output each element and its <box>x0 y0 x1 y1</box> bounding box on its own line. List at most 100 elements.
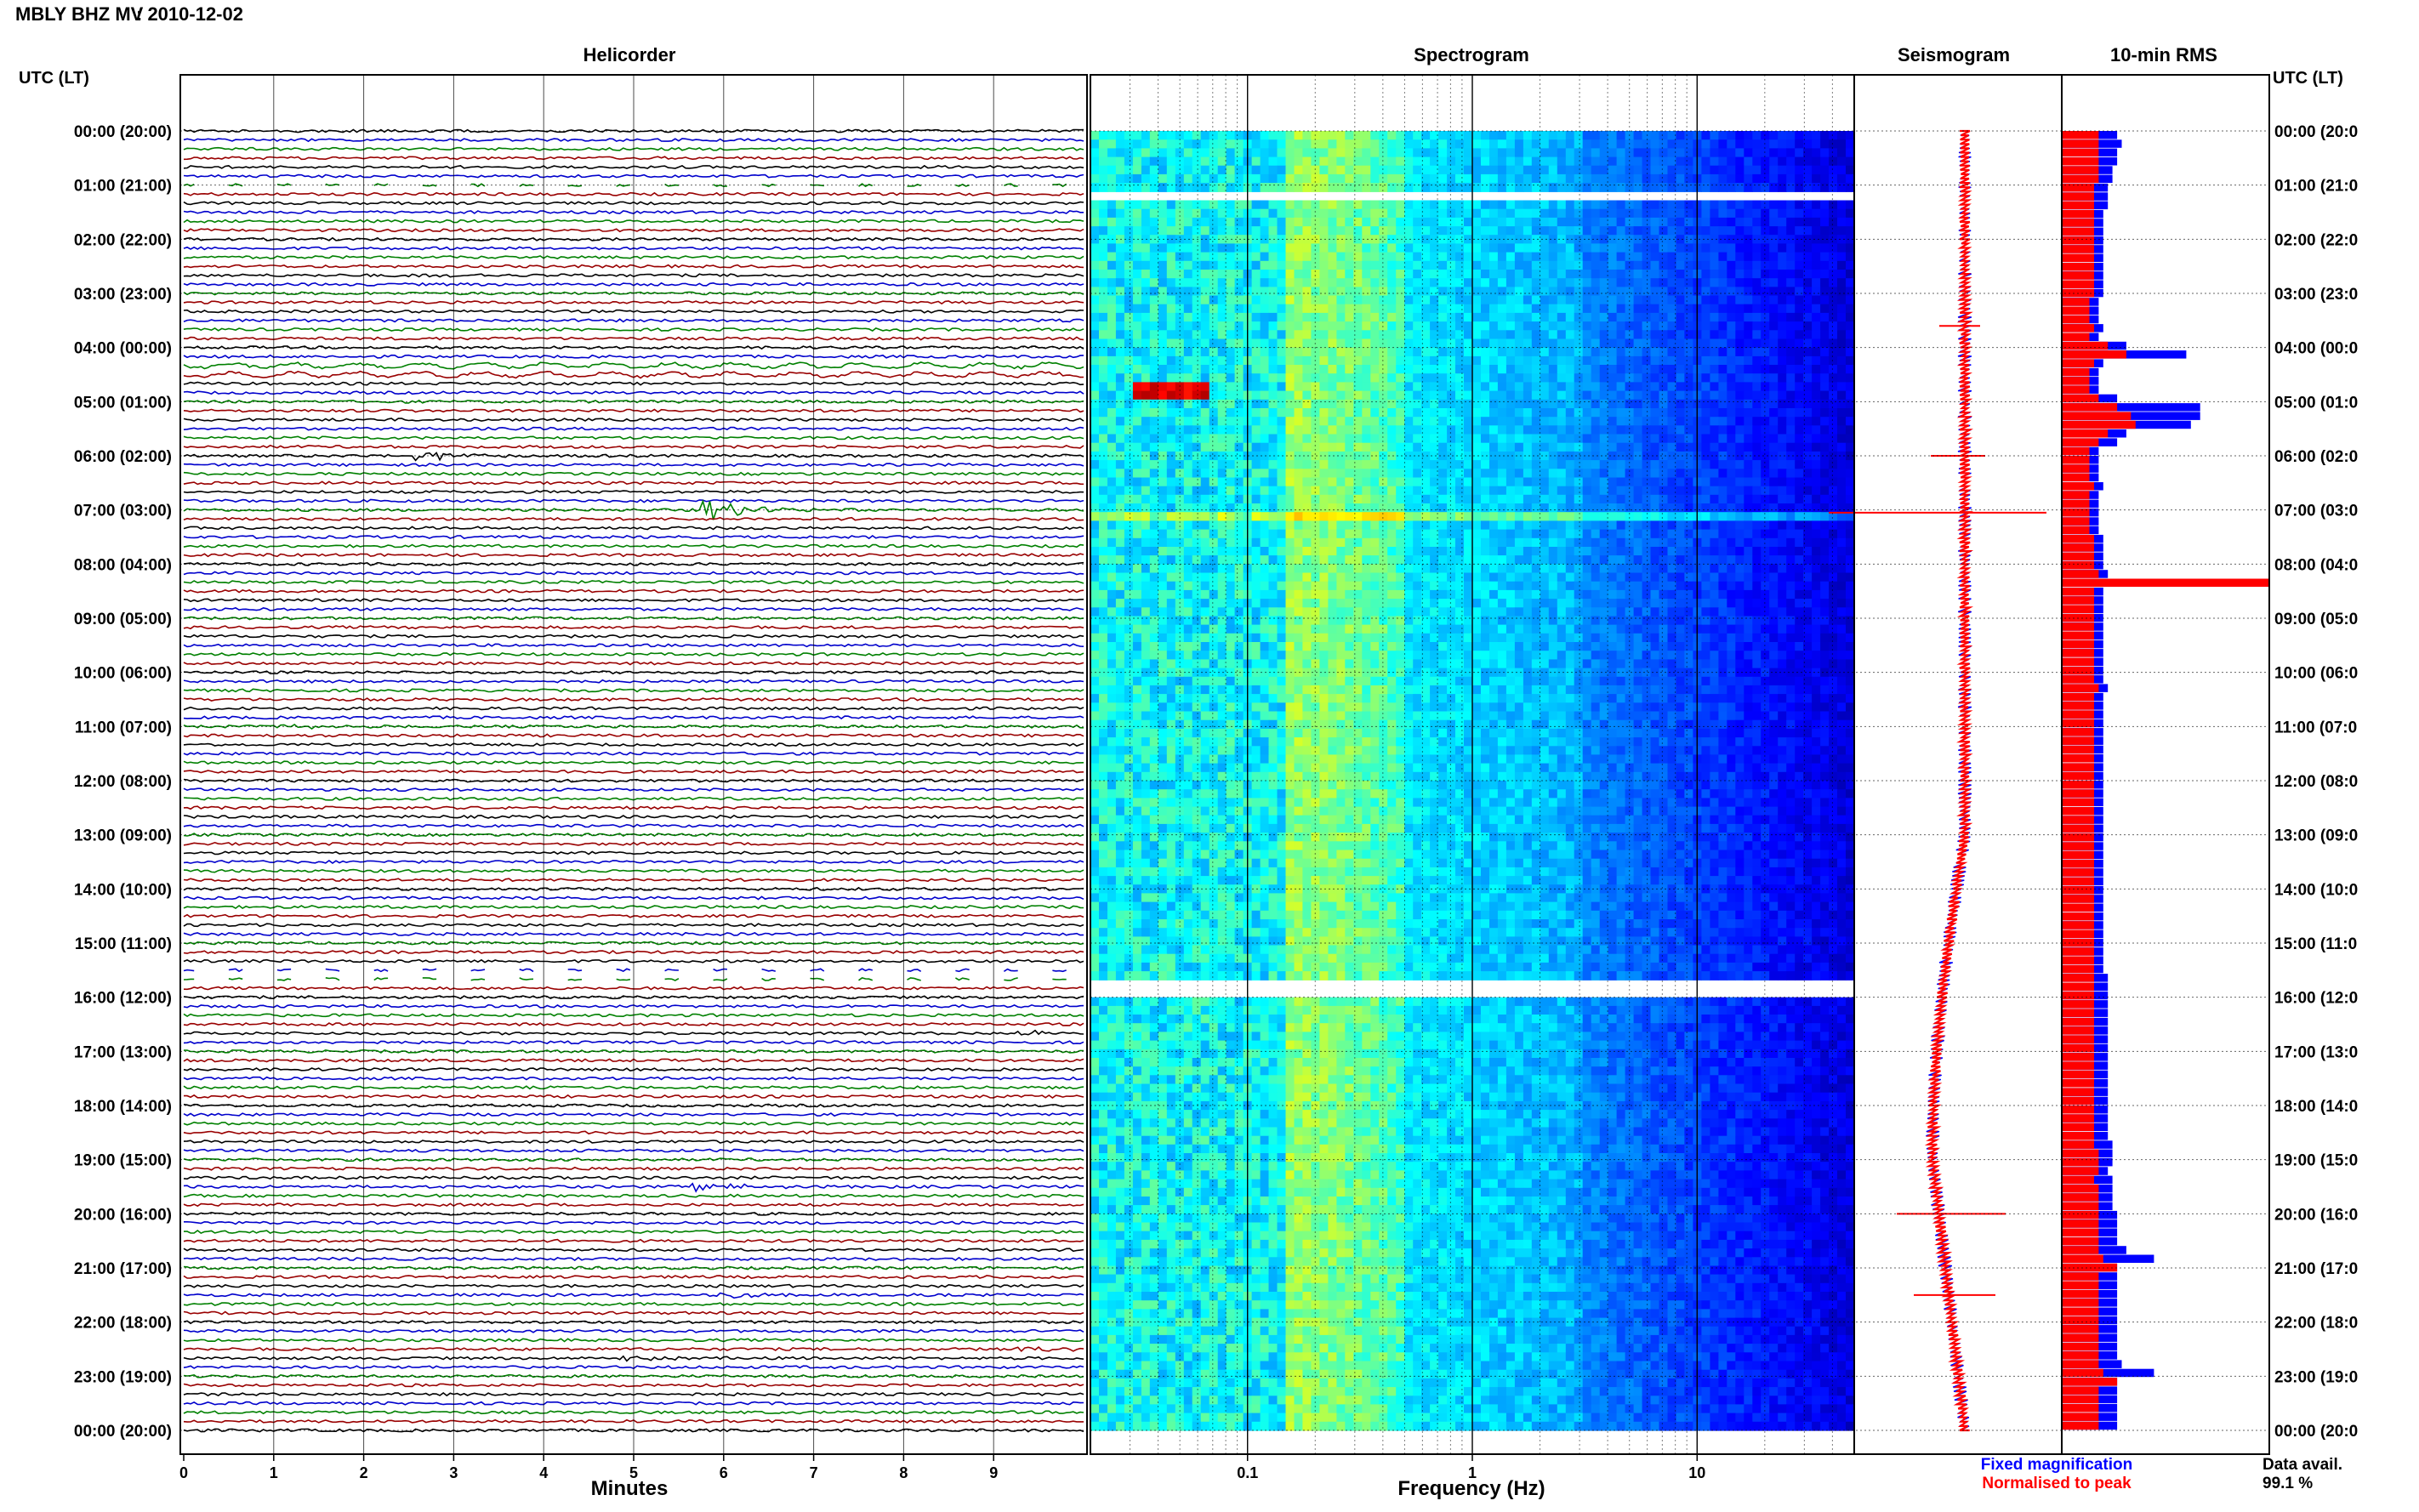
spectrogram-cell <box>1268 208 1278 219</box>
spectrogram-cell <box>1353 442 1363 452</box>
spectrogram-cell <box>1319 390 1329 401</box>
spectrogram-cell <box>1633 131 1643 140</box>
spectrogram-cell <box>1744 131 1753 140</box>
spectrogram-cell <box>1336 434 1346 444</box>
spectrogram-cell <box>1514 607 1524 617</box>
spectrogram-cell <box>1795 287 1804 297</box>
spectrogram-cell <box>1430 442 1439 452</box>
spectrogram-cell <box>1115 512 1125 521</box>
spectrogram-cell <box>1744 417 1753 426</box>
spectrogram-cell <box>1294 555 1304 565</box>
spectrogram-cell <box>1438 304 1448 314</box>
spectrogram-cell <box>1302 572 1312 583</box>
spectrogram-cell <box>1778 330 1787 340</box>
spectrogram-cell <box>1370 139 1380 149</box>
spectrogram-cell <box>1285 477 1295 487</box>
spectrogram-cell <box>1107 165 1117 175</box>
spectrogram-cell <box>1311 252 1320 262</box>
spectrogram-cell <box>1497 235 1507 244</box>
spectrogram-cell <box>1659 390 1669 401</box>
spectrogram-cell <box>1183 589 1193 600</box>
spectrogram-cell <box>1107 338 1117 349</box>
spectrogram-cell <box>1820 183 1830 192</box>
spectrogram-cell <box>1107 564 1117 574</box>
spectrogram-cell <box>1141 208 1151 219</box>
spectrogram-cell <box>1090 330 1100 340</box>
spectrogram-cell <box>1505 330 1516 340</box>
spectrogram-cell <box>1557 156 1567 167</box>
spectrogram-cell <box>1752 165 1762 175</box>
spectrogram-cell <box>1447 607 1456 617</box>
spectrogram-cell <box>1455 442 1465 452</box>
spectrogram-cell <box>1251 390 1261 401</box>
spectrogram-cell <box>1472 252 1482 262</box>
spectrogram-cell <box>1599 217 1609 227</box>
spectrogram-cell <box>1124 477 1134 487</box>
spectrogram-cell <box>1090 572 1100 583</box>
spectrogram-cell <box>1353 417 1363 426</box>
spectrogram-cell <box>1200 243 1210 253</box>
spectrogram-cell <box>1829 148 1838 158</box>
spectrogram-cell <box>1778 226 1787 236</box>
spectrogram-cell <box>1599 537 1609 548</box>
spectrogram-cell <box>1472 520 1482 531</box>
spectrogram-cell <box>1548 321 1558 331</box>
spectrogram-cell <box>1226 469 1236 479</box>
spectrogram-cell <box>1294 434 1304 444</box>
spectrogram-cell <box>1650 139 1660 149</box>
spectrogram-cell <box>1251 330 1261 340</box>
spectrogram-cell <box>1158 278 1168 287</box>
spectrogram-cell <box>1803 330 1813 340</box>
spectrogram-cell <box>1820 477 1830 487</box>
spectrogram-cell <box>1744 520 1753 531</box>
spectrogram-cell <box>1319 173 1329 184</box>
spectrogram-cell <box>1472 165 1482 175</box>
spectrogram-cell <box>1489 442 1499 452</box>
spectrogram-cell <box>1837 537 1847 548</box>
spectrogram-cell <box>1582 417 1592 426</box>
spectrogram-cell <box>1812 477 1821 487</box>
spectrogram-cell <box>1421 365 1431 374</box>
spectrogram-cell <box>1336 131 1346 140</box>
spectrogram-cell <box>1447 330 1456 340</box>
spectrogram-cell <box>1625 165 1635 175</box>
spectrogram-cell <box>1846 494 1855 504</box>
spectrogram-cell <box>1379 537 1388 548</box>
spectrogram-cell <box>1676 520 1686 531</box>
spectrogram-cell <box>1701 425 1710 435</box>
spectrogram-cell <box>1455 425 1465 435</box>
spectrogram-cell <box>1667 555 1677 565</box>
spectrogram-cell <box>1548 581 1558 591</box>
spectrogram-cell <box>1684 373 1693 383</box>
spectrogram-cell <box>1464 512 1473 521</box>
spectrogram-cell <box>1149 469 1159 479</box>
spectrogram-cell <box>1599 139 1609 149</box>
spectrogram-cell <box>1158 589 1168 600</box>
spectrogram-cell <box>1659 347 1669 357</box>
spectrogram-cell <box>1752 425 1762 435</box>
spectrogram-cell <box>1803 399 1813 409</box>
spectrogram-cell <box>1659 165 1669 175</box>
spectrogram-cell <box>1684 235 1693 244</box>
spectrogram-cell <box>1820 469 1830 479</box>
spectrogram-cell <box>1336 338 1346 349</box>
spectrogram-cell <box>1727 390 1736 401</box>
spectrogram-cell <box>1107 547 1117 556</box>
spectrogram-cell <box>1667 338 1677 349</box>
spectrogram-cell <box>1328 460 1337 469</box>
spectrogram-cell <box>1837 529 1847 539</box>
spectrogram-cell <box>1582 295 1592 305</box>
spectrogram-cell <box>1302 520 1312 531</box>
spectrogram-cell <box>1667 547 1677 556</box>
spectrogram-cell <box>1166 156 1176 167</box>
spectrogram-cell <box>1149 616 1159 626</box>
spectrogram-cell <box>1812 599 1821 608</box>
spectrogram-cell <box>1540 200 1550 210</box>
spectrogram-cell <box>1413 208 1422 219</box>
spectrogram-cell <box>1548 460 1558 469</box>
spectrogram-cell <box>1277 347 1287 357</box>
spectrogram-cell <box>1438 217 1448 227</box>
spectrogram-cell <box>1710 355 1719 366</box>
spectrogram-cell <box>1591 338 1601 349</box>
spectrogram-cell <box>1582 572 1592 583</box>
